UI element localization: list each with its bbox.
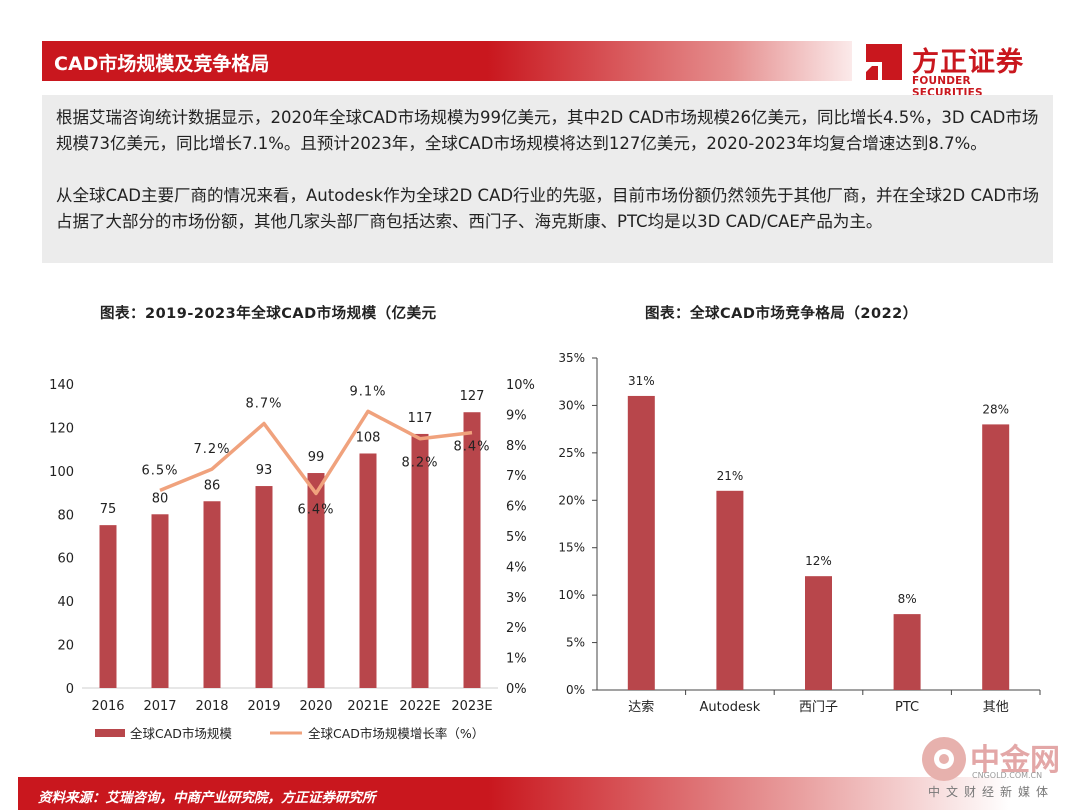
y-left-tick-label: 60 [57, 552, 74, 567]
y-right-tick-label: 1% [506, 652, 527, 667]
y-left-tick-label: 140 [49, 378, 74, 393]
x-tick-label: 2020 [299, 699, 332, 714]
legend-swatch-market-size [95, 729, 125, 737]
growth-rate-label: 6.5% [141, 463, 178, 478]
y-tick-label: 35% [558, 351, 585, 365]
bar-market-share [805, 576, 832, 690]
page-title: CAD市场规模及竞争格局 [54, 53, 270, 75]
growth-rate-label: 8.4% [453, 440, 490, 455]
market-size-chart: 0 20 40 60 80 100 120 140 0% 1% 2% 3% 4% 5% 6% 7% 8% 9% 10… [49, 378, 535, 741]
bar-value-label: 12% [805, 554, 832, 568]
bar-value-label: 86 [204, 478, 221, 493]
y-left-tick-label: 20 [57, 639, 74, 654]
x-tick-label: 2018 [195, 699, 228, 714]
bar-market-size [151, 514, 169, 688]
source-note: 资料来源：艾瑞咨询，中商产业研究院，方正证券研究所 [38, 790, 376, 806]
bar-value-label: 93 [256, 463, 273, 478]
bar-value-label: 108 [356, 430, 381, 445]
competition-chart-title: 图表：全球CAD市场竞争格局（2022） [645, 306, 918, 322]
y-tick-label: 15% [558, 541, 585, 555]
footer-bar: 资料来源：艾瑞咨询，中商产业研究院，方正证券研究所 [18, 777, 1063, 810]
x-tick-label: 2019 [247, 699, 280, 714]
bar-market-share [982, 424, 1010, 690]
y-right-tick-label: 5% [506, 530, 527, 545]
growth-rate-label: 8.2% [401, 456, 438, 471]
y-tick-label: 10% [558, 588, 585, 602]
watermark-url: CNGOLD.COM.CN [972, 771, 1043, 780]
market-size-chart-title: 图表：2019-2023年全球CAD市场规模（亿美元 [100, 306, 437, 322]
x-tick-label: PTC [895, 700, 919, 715]
y-right-tick-label: 6% [506, 500, 527, 515]
y-right-tick-label: 2% [506, 621, 527, 636]
y-tick-label: 20% [558, 493, 585, 507]
bar-market-size [463, 412, 481, 688]
bar-value-label: 28% [982, 402, 1009, 416]
founder-logo-icon [866, 44, 902, 80]
y-right-tick-label: 3% [506, 591, 527, 606]
title-bar: CAD市场规模及竞争格局 [42, 41, 852, 81]
summary-paragraph-2: 从全球CAD主要厂商的情况来看，Autodesk作为全球2D CAD行业的先驱，… [56, 186, 1040, 231]
summary-paragraph-1: 根据艾瑞咨询统计数据显示，2020年全球CAD市场规模为99亿美元，其中2D C… [56, 108, 1039, 153]
growth-rate-label: 9.1% [349, 384, 386, 399]
bar-market-size [255, 486, 273, 688]
y-tick-label: 5% [566, 636, 585, 650]
bar-market-size [203, 501, 221, 688]
x-tick-label: 其他 [983, 700, 1009, 715]
bar-market-size [411, 433, 429, 688]
x-tick-label: 达索 [628, 700, 654, 715]
bar-value-label: 31% [628, 374, 655, 388]
logo-text-cn: 方正证券 [912, 47, 1024, 78]
y-left-tick-label: 40 [57, 595, 74, 610]
x-tick-label: 西门子 [799, 700, 838, 715]
bar-value-label: 21% [717, 469, 744, 483]
bar-market-size [99, 525, 117, 688]
bar-market-size [359, 453, 377, 688]
legend-label-growth-rate: 全球CAD市场规模增长率（%） [308, 726, 484, 741]
bar-value-label: 80 [152, 491, 169, 506]
bar-market-share [893, 614, 921, 690]
y-left-tick-label: 80 [57, 508, 74, 523]
x-tick-label: 2016 [91, 699, 124, 714]
bar-market-size [307, 473, 325, 688]
watermark-text: 中金网 [970, 743, 1060, 778]
founder-logo: 方正证券 FOUNDER SECURITIES [864, 40, 1044, 99]
growth-rate-label: 8.7% [245, 397, 282, 412]
y-tick-label: 0% [566, 683, 585, 697]
y-right-tick-label: 10% [506, 378, 535, 393]
legend-label-market-size: 全球CAD市场规模 [130, 726, 232, 741]
watermark-subtitle: 中文财经新媒体 [928, 785, 1055, 799]
y-right-tick-label: 9% [506, 408, 527, 423]
bar-value-label: 117 [408, 411, 433, 426]
y-right-tick-label: 8% [506, 439, 527, 454]
y-right-tick-label: 0% [506, 682, 527, 697]
y-tick-label: 25% [558, 446, 585, 460]
watermark-logo-icon [922, 737, 966, 781]
y-left-tick-label: 100 [49, 465, 74, 480]
competition-chart: 0% 5% 10% 15% 20% 25% 30% 35% 31% 达索 21% Autodesk 12… [558, 351, 1041, 715]
x-tick-label: 2017 [143, 699, 176, 714]
watermark: 中金网 CNGOLD.COM.CN 中文财经新媒体 [920, 735, 1070, 805]
x-tick-label: Autodesk [700, 700, 761, 715]
line-growth-rate [159, 409, 473, 496]
growth-rate-label: 6.4% [297, 502, 334, 517]
x-tick-label: 2023E [451, 699, 492, 714]
growth-rate-label: 7.2% [193, 442, 230, 457]
x-tick-label: 2022E [399, 699, 440, 714]
bar-value-label: 8% [898, 592, 917, 606]
y-left-tick-label: 0 [66, 682, 74, 697]
bar-value-label: 99 [308, 450, 325, 465]
y-right-tick-label: 7% [506, 469, 527, 484]
y-right-tick-label: 4% [506, 560, 527, 575]
bar-value-label: 127 [460, 389, 485, 404]
x-tick-label: 2021E [347, 699, 388, 714]
summary-box: 根据艾瑞咨询统计数据显示，2020年全球CAD市场规模为99亿美元，其中2D C… [42, 95, 1053, 263]
bar-market-share [627, 395, 655, 690]
bar-value-label: 75 [100, 502, 117, 517]
y-left-tick-label: 120 [49, 421, 74, 436]
bar-market-share [716, 490, 744, 690]
y-tick-label: 30% [558, 398, 585, 412]
